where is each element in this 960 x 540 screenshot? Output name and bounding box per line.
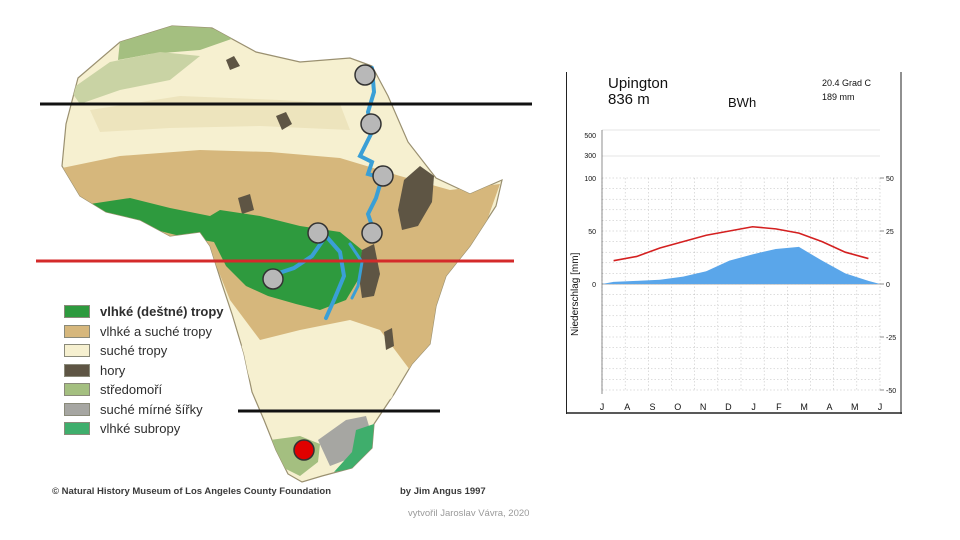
- left-tick-label-upper: 500: [584, 133, 596, 140]
- month-label: A: [624, 402, 630, 412]
- month-label: J: [751, 402, 756, 412]
- precipitation-axis-label: Niederschlag [mm]: [570, 252, 581, 336]
- legend-label: suché mírné šířky: [100, 401, 203, 417]
- left-tick-label: 50: [588, 229, 596, 236]
- legend-item: vlhké (deštné) tropy: [64, 302, 224, 322]
- mediterranean-north: [118, 26, 240, 60]
- month-label: N: [700, 402, 707, 412]
- month-label: D: [725, 402, 732, 412]
- precipitation-area: [602, 246, 880, 284]
- africa-climate-map: [36, 25, 532, 483]
- month-label: O: [674, 402, 681, 412]
- mountain-patch: [226, 56, 240, 70]
- right-tick-label: -25: [886, 335, 896, 342]
- left-tick-label: 0: [592, 282, 596, 289]
- dry-temperate-zone: [318, 416, 372, 466]
- month-label: M: [851, 402, 859, 412]
- right-tick-label: 25: [886, 229, 894, 236]
- legend-label: středomoří: [100, 382, 163, 398]
- legend-item: suché tropy: [64, 341, 224, 361]
- legend-item: vlhké a suché tropy: [64, 322, 224, 342]
- station-elevation: 836 m: [608, 91, 650, 108]
- mean-temperature: 20.4 Grad C: [822, 78, 872, 88]
- right-tick-label: 50: [886, 176, 894, 183]
- mediterranean-northwest: [70, 52, 200, 104]
- annual-precipitation: 189 mm: [822, 92, 855, 102]
- legend-label: vlhké a suché tropy: [100, 323, 213, 339]
- month-label: M: [800, 402, 808, 412]
- legend-swatch: [64, 324, 90, 338]
- month-label: A: [826, 402, 832, 412]
- legend-item: vlhké subropy: [64, 419, 224, 439]
- congo-river: [268, 232, 347, 320]
- month-label: J: [600, 402, 605, 412]
- kalahari-zone: [240, 336, 400, 414]
- legend-swatch: [64, 305, 90, 319]
- humid-subtropics-zone: [334, 424, 378, 472]
- legend-label: vlhké subropy: [100, 421, 181, 437]
- marker-6: [262, 268, 284, 290]
- legend-label: suché tropy: [100, 343, 168, 359]
- legend-label: hory: [100, 362, 126, 378]
- legend-swatch: [64, 402, 90, 416]
- month-label: S: [650, 402, 656, 412]
- legend-item: středomoří: [64, 380, 224, 400]
- left-tick-label-upper: 300: [584, 153, 596, 160]
- climate-diagram: Upington 836 m BWh 20.4 Grad C 189 mm Ni…: [566, 72, 902, 414]
- station-name: Upington: [608, 75, 668, 92]
- ethiopian-highlands: [398, 166, 434, 230]
- legend-item: hory: [64, 361, 224, 381]
- source-credit: © Natural History Museum of Los Angeles …: [52, 486, 331, 497]
- month-label: F: [776, 402, 782, 412]
- legend-swatch: [64, 383, 90, 397]
- temperature-line: [613, 225, 869, 262]
- legend-swatch: [64, 363, 90, 377]
- legend-swatch: [64, 422, 90, 436]
- marker-2: [360, 113, 382, 135]
- presentation-author: vytvořil Jaroslav Vávra, 2020: [408, 508, 530, 519]
- marker-4: [307, 222, 329, 244]
- congo-tributary: [348, 242, 364, 300]
- right-tick-label: -50: [886, 388, 896, 395]
- month-label: J: [878, 402, 883, 412]
- legend-label: vlhké (deštné) tropy: [100, 304, 224, 320]
- mountain-patch: [238, 194, 254, 214]
- marker-1: [354, 64, 376, 86]
- marker-5: [361, 222, 383, 244]
- climate-type: BWh: [728, 95, 756, 110]
- route-markers: [262, 64, 394, 461]
- legend-swatch: [64, 344, 90, 358]
- mountain-patch: [384, 328, 394, 350]
- marker-current: [293, 439, 315, 461]
- mountain-patch: [276, 112, 292, 130]
- mountain-patch: [358, 244, 380, 298]
- rainforest-zone: [90, 198, 362, 310]
- map-legend: vlhké (deštné) tropy vlhké a suché tropy s…: [64, 302, 224, 439]
- left-tick-label: 100: [584, 176, 596, 183]
- legend-item: suché mírné šířky: [64, 400, 224, 420]
- author-credit: by Jim Angus 1997: [400, 486, 486, 497]
- marker-3: [372, 165, 394, 187]
- right-tick-label: 0: [886, 282, 890, 289]
